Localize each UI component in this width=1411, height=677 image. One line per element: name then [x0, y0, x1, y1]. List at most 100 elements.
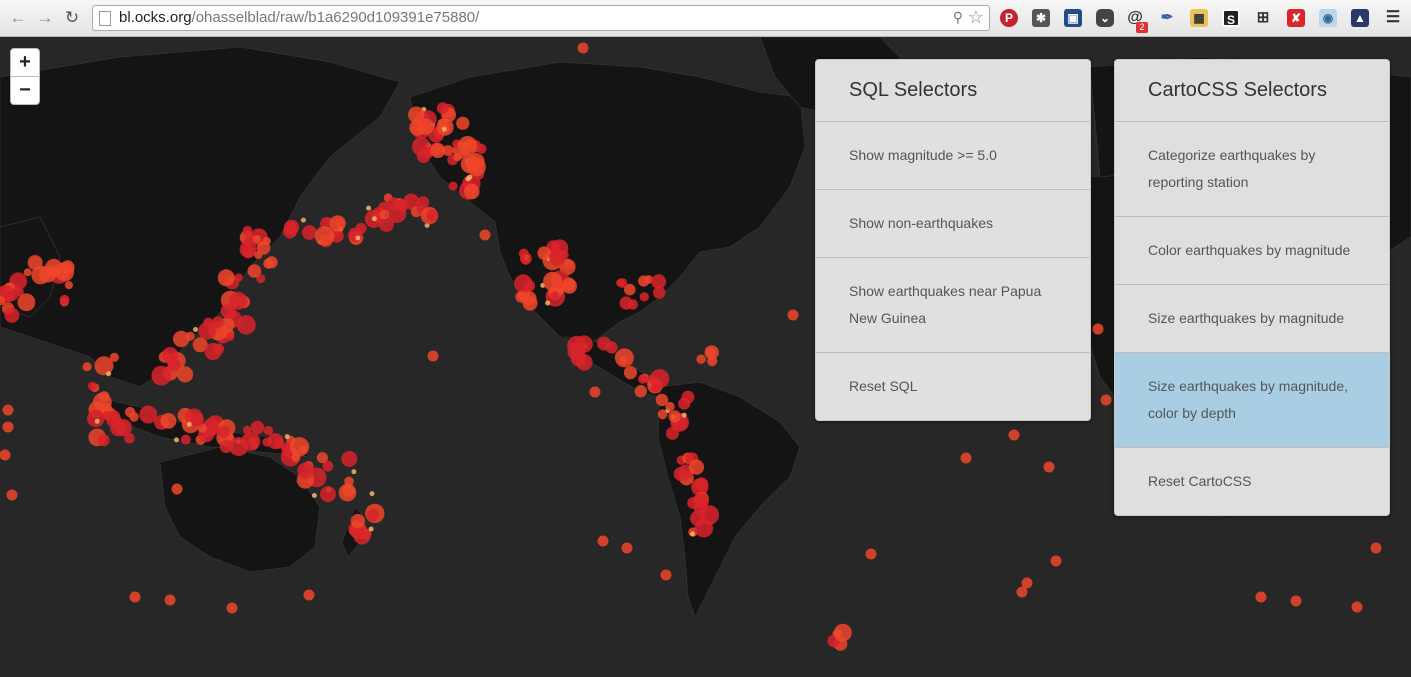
forward-arrow-icon[interactable]: →: [36, 8, 54, 27]
earthquake-point: [623, 366, 638, 380]
earthquake-point: [0, 295, 6, 306]
zoom-out-button[interactable]: −: [10, 76, 40, 105]
earthquake-point: [704, 345, 719, 360]
reload-icon[interactable]: ↻: [64, 8, 80, 27]
sql-item-magnitude[interactable]: Show magnitude >= 5.0: [816, 122, 1090, 190]
earthquake-point: [366, 205, 372, 211]
north-america-land: [409, 61, 806, 348]
earthquake-point: [687, 497, 700, 509]
magnifier-icon[interactable]: ⚲: [952, 9, 963, 25]
notebook-icon[interactable]: ▦: [1190, 9, 1208, 27]
sql-item-non-earthquakes[interactable]: Show non-earthquakes: [816, 190, 1090, 258]
earthquake-point: [198, 322, 216, 340]
bookmark-star-icon[interactable]: ☆: [967, 7, 984, 27]
earthquake-point: [236, 315, 256, 335]
earthquake-point: [109, 352, 119, 362]
earthquake-point: [316, 452, 328, 464]
earthquake-point: [355, 235, 361, 241]
earthquake-point: [639, 292, 649, 302]
earthquake-point: [834, 623, 852, 642]
zoom-in-button[interactable]: +: [10, 48, 40, 77]
earthquake-point: [624, 283, 636, 296]
earthquake-point: [197, 423, 207, 433]
earthquake-point: [673, 466, 688, 482]
pinterest-icon[interactable]: P: [1000, 9, 1018, 27]
earthquake-point: [368, 526, 374, 532]
lock-extension-icon[interactable]: ▣: [1064, 9, 1082, 27]
earthquake-point: [311, 493, 317, 498]
earthquake-point: [408, 106, 425, 123]
earthquake-point: [430, 143, 446, 159]
earthquake-point: [411, 137, 431, 157]
earthquake-point: [314, 226, 335, 246]
earthquake-point: [690, 531, 695, 537]
sql-item-reset[interactable]: Reset SQL: [849, 378, 918, 394]
earthquake-point: [241, 431, 261, 451]
earthquake-point: [1021, 577, 1033, 589]
earthquake-point: [665, 401, 675, 412]
australia-land: [159, 446, 321, 573]
earthquake-point: [129, 591, 141, 603]
earthquake-point: [545, 300, 551, 306]
earthquake-point: [369, 491, 375, 497]
earthquake-point: [1050, 555, 1062, 567]
address-bar[interactable]: bl.ocks.org/ohasselblad/raw/b1a6290d1093…: [92, 5, 990, 31]
earthquake-point: [23, 268, 32, 277]
earthquake-point: [348, 227, 363, 242]
earthquake-point: [320, 486, 336, 503]
cartocss-item-color-magnitude[interactable]: Color earthquakes by magnitude: [1115, 217, 1389, 285]
url-text[interactable]: bl.ocks.org/ohasselblad/raw/b1a6290d1093…: [119, 9, 479, 27]
earthquake-point: [164, 594, 176, 606]
earthquake-point: [190, 412, 204, 427]
earthquake-point: [229, 291, 248, 310]
s-extension-icon[interactable]: S: [1222, 9, 1240, 27]
earthquake-point: [1290, 595, 1302, 607]
earthquake-point: [2, 421, 14, 433]
eyedropper-icon[interactable]: ✒: [1160, 9, 1174, 26]
at-mail-icon[interactable]: @: [1127, 9, 1143, 26]
earthquake-point: [1016, 586, 1028, 598]
earthquake-point: [338, 483, 357, 502]
camera-icon[interactable]: ◉: [1319, 9, 1337, 27]
cartocss-item-size-magnitude[interactable]: Size earthquakes by magnitude: [1115, 285, 1389, 353]
cartocss-item-reporting-station[interactable]: Categorize earthquakes by reporting stat…: [1115, 122, 1389, 217]
earthquake-point: [174, 437, 179, 443]
cartocss-item-reset[interactable]: Reset CartoCSS: [1148, 473, 1252, 489]
book-extension-icon[interactable]: ▲: [1351, 9, 1369, 27]
cartocss-item-size-color-depth[interactable]: Size earthquakes by magnitude, color by …: [1115, 353, 1389, 448]
earthquake-point: [263, 258, 274, 269]
earthquake-point: [0, 449, 11, 461]
earthquake-points: [0, 42, 1382, 651]
earthquake-point: [226, 332, 235, 341]
earthquake-point: [59, 294, 70, 305]
sql-item-papua-new-guinea[interactable]: Show earthquakes near Papua New Guinea: [816, 258, 1090, 353]
asterisk-extension-icon[interactable]: ✱: [1032, 9, 1050, 27]
menu-hamburger-icon[interactable]: ☰: [1385, 9, 1401, 26]
sql-selectors-panel: SQL Selectors Show magnitude >= 5.0 Show…: [815, 59, 1091, 421]
earthquake-point: [97, 434, 110, 447]
earthquake-point: [668, 410, 681, 423]
x-extension-icon[interactable]: ✘: [1287, 9, 1305, 27]
back-arrow-icon[interactable]: ←: [9, 8, 27, 27]
earthquake-point: [456, 116, 470, 130]
earthquake-point: [82, 362, 92, 372]
earthquake-point: [2, 404, 14, 416]
earthquake-point: [186, 421, 192, 427]
earthquake-point: [543, 271, 563, 291]
earthquake-point: [106, 412, 122, 428]
earthquake-point: [464, 183, 480, 200]
earthquake-point: [160, 413, 177, 429]
earthquake-point: [54, 262, 75, 282]
earthquake-point: [1043, 461, 1055, 473]
earthquake-point: [379, 209, 390, 220]
earthquake-point: [162, 347, 179, 364]
earthquake-point: [220, 303, 237, 319]
grid-icon[interactable]: ⊞: [1256, 9, 1270, 26]
earthquake-point: [286, 221, 296, 231]
earthquake-point: [619, 296, 633, 310]
earthquake-point: [576, 354, 593, 371]
earthquake-map[interactable]: + − SQL Selectors Show magnitude >= 5.0 …: [0, 37, 1411, 677]
earthquake-point: [267, 433, 284, 450]
pocket-icon[interactable]: ⌄: [1096, 9, 1114, 27]
south-america-land: [657, 381, 801, 619]
